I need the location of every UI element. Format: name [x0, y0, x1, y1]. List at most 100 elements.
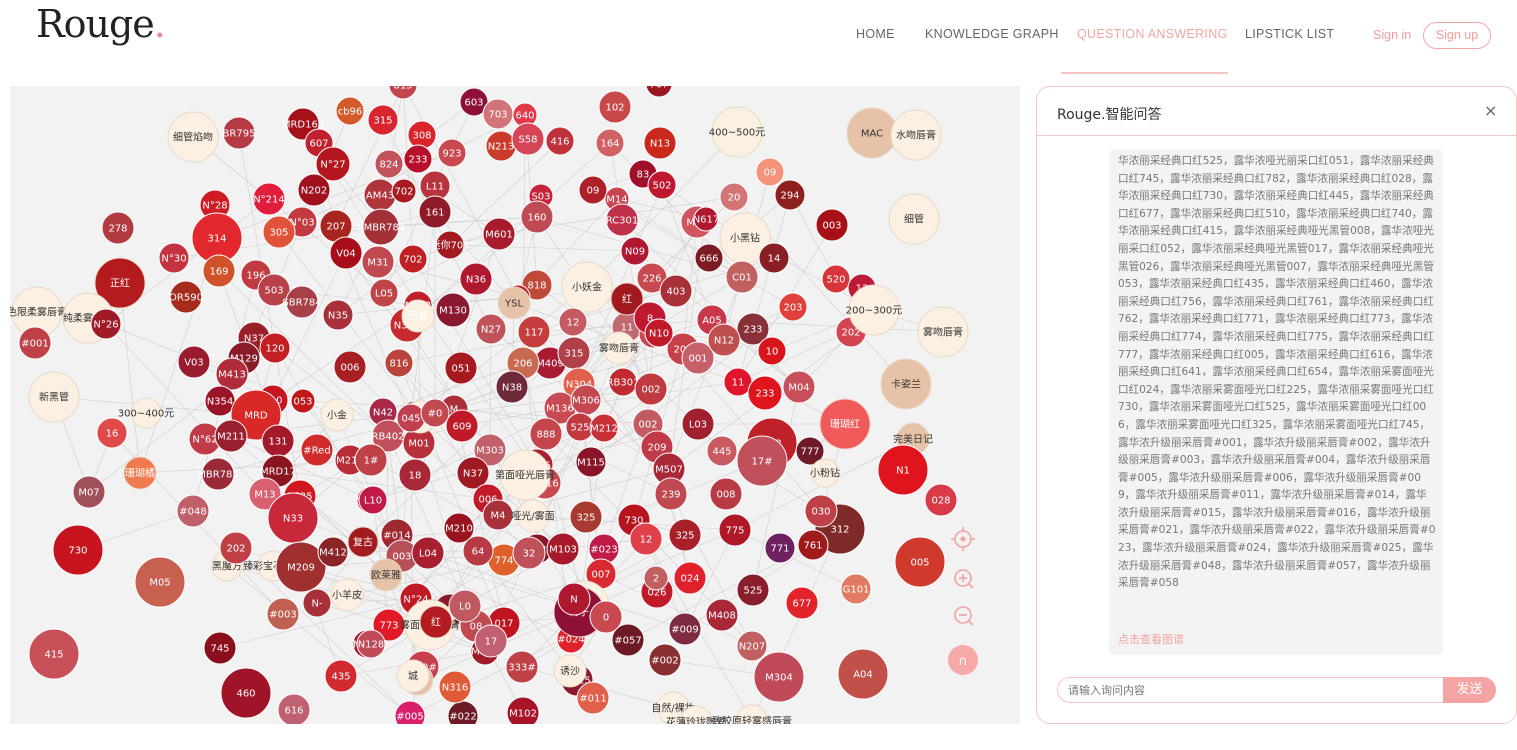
- graph-node-circle[interactable]: [462, 535, 494, 567]
- graph-node-color[interactable]: 278: [101, 211, 135, 245]
- graph-node-circle[interactable]: [220, 667, 272, 719]
- graph-node-color[interactable]: L0: [448, 589, 482, 623]
- expand-icon[interactable]: ∩: [948, 645, 978, 675]
- graph-node-color[interactable]: N35: [322, 299, 354, 331]
- graph-node-color[interactable]: L05: [369, 278, 399, 308]
- graph-node-circle[interactable]: [322, 299, 354, 331]
- graph-node-circle[interactable]: [418, 195, 452, 229]
- graph-node-circle[interactable]: [202, 254, 236, 288]
- graph-node-circle[interactable]: [362, 208, 400, 246]
- graph-node-circle[interactable]: [403, 144, 433, 174]
- graph-node-circle[interactable]: [448, 589, 482, 623]
- graph-node-color[interactable]: 002: [634, 372, 668, 406]
- graph-node-circle[interactable]: [277, 693, 311, 724]
- graph-node-color[interactable]: 17: [474, 624, 508, 658]
- graph-node-circle[interactable]: [297, 173, 331, 207]
- graph-node-circle[interactable]: [401, 299, 435, 333]
- graph-node-color[interactable]: 702: [391, 178, 417, 204]
- graph-node-circle[interactable]: [123, 456, 157, 490]
- graph-node-tone[interactable]: 复古: [347, 526, 379, 558]
- graph-node-circle[interactable]: [747, 375, 783, 411]
- graph-node-color[interactable]: N13: [643, 126, 677, 160]
- graph-node-circle[interactable]: [506, 696, 540, 724]
- graph-node-color[interactable]: 775: [718, 513, 752, 547]
- graph-node-circle[interactable]: [837, 648, 889, 700]
- graph-node-color[interactable]: M130: [435, 292, 471, 328]
- graph-node-color[interactable]: M4: [482, 499, 514, 531]
- graph-node-color[interactable]: 415: [28, 628, 80, 680]
- graph-node-circle[interactable]: [598, 90, 632, 124]
- graph-node-color[interactable]: N33: [267, 492, 319, 544]
- graph-node-color[interactable]: 1#: [354, 443, 388, 477]
- graph-node-circle[interactable]: [888, 193, 940, 245]
- zoom-out-icon[interactable]: [954, 606, 974, 626]
- graph-node-circle[interactable]: [517, 315, 551, 349]
- graph-node-color[interactable]: RC301: [605, 203, 639, 237]
- graph-node-circle[interactable]: [302, 588, 332, 618]
- graph-node-color[interactable]: N-: [302, 588, 332, 618]
- graph-node-circle[interactable]: [648, 643, 682, 677]
- graph-node-color[interactable]: G101: [840, 573, 872, 605]
- graph-node-circle[interactable]: [459, 87, 489, 117]
- graph-node-circle[interactable]: [718, 513, 752, 547]
- close-icon[interactable]: ×: [1484, 101, 1498, 120]
- graph-node-color[interactable]: 18: [398, 458, 432, 492]
- graph-node-color[interactable]: M115: [575, 446, 607, 478]
- graph-node-color[interactable]: 028: [924, 483, 958, 517]
- graph-node-circle[interactable]: [681, 407, 715, 441]
- graph-node-color[interactable]: 045: [396, 403, 426, 433]
- graph-node-color[interactable]: cb96: [335, 96, 365, 126]
- graph-node-circle[interactable]: [443, 512, 475, 544]
- graph-node-circle[interactable]: [774, 179, 806, 211]
- sign-up-button[interactable]: Sign up: [1423, 22, 1491, 49]
- graph-node-circle[interactable]: [736, 435, 788, 487]
- graph-node-circle[interactable]: [18, 326, 52, 360]
- graph-node-color[interactable]: 703: [482, 98, 514, 130]
- graph-node-circle[interactable]: [736, 312, 770, 346]
- graph-node-circle[interactable]: [447, 700, 479, 724]
- graph-node-color[interactable]: 10: [757, 336, 787, 366]
- graph-node-color[interactable]: 702: [398, 244, 428, 274]
- graph-node-color[interactable]: 2: [643, 565, 669, 591]
- target-icon[interactable]: [951, 527, 975, 551]
- graph-node-color[interactable]: S58: [511, 122, 545, 156]
- graph-node-circle[interactable]: [204, 385, 236, 417]
- graph-node-color[interactable]: 816: [384, 348, 414, 378]
- graph-node-color[interactable]: 008: [709, 477, 743, 511]
- graph-node-color[interactable]: BR795: [222, 116, 256, 150]
- graph-node-circle[interactable]: [815, 208, 849, 242]
- graph-node-color[interactable]: C01: [725, 260, 759, 294]
- graph-node-circle[interactable]: [482, 98, 514, 130]
- graph-node-circle[interactable]: [369, 278, 399, 308]
- graph-node-series[interactable]: 诱沙: [553, 654, 587, 688]
- graph-node-circle[interactable]: [356, 629, 386, 659]
- graph-node-circle[interactable]: [643, 565, 669, 591]
- graph-node-color[interactable]: 161: [418, 195, 452, 229]
- graph-node-circle[interactable]: [201, 457, 235, 491]
- graph-node-tone[interactable]: 红: [419, 605, 453, 639]
- graph-node-color[interactable]: 730: [52, 524, 104, 576]
- graph-node-circle[interactable]: [28, 371, 80, 423]
- graph-node-color[interactable]: N213: [485, 130, 517, 162]
- graph-node-circle[interactable]: [248, 477, 282, 511]
- graph-node-color[interactable]: L04: [411, 536, 445, 570]
- graph-node-circle[interactable]: [758, 242, 790, 274]
- graph-node-texture[interactable]: 哑光/雾面: [511, 499, 555, 533]
- graph-node-circle[interactable]: [668, 612, 702, 646]
- graph-node-color[interactable]: N36: [459, 262, 493, 296]
- graph-node-circle[interactable]: [917, 306, 969, 358]
- graph-node-color[interactable]: M31: [361, 245, 395, 279]
- graph-node-circle[interactable]: [654, 477, 688, 511]
- graph-node-circle[interactable]: [257, 273, 291, 307]
- graph-node-circle[interactable]: [214, 419, 248, 453]
- graph-node-circle[interactable]: [482, 217, 516, 251]
- graph-node-price[interactable]: 400~500元: [709, 106, 766, 158]
- graph-node-color[interactable]: M212: [589, 413, 619, 443]
- send-button[interactable]: 发送: [1443, 677, 1496, 703]
- graph-node-circle[interactable]: [315, 146, 351, 182]
- graph-node-color[interactable]: N38: [495, 370, 529, 404]
- graph-node-color[interactable]: AM43: [363, 178, 397, 212]
- graph-node-circle[interactable]: [557, 336, 591, 370]
- graph-node-color[interactable]: 333#: [505, 650, 539, 684]
- graph-node-color[interactable]: N10: [644, 318, 674, 348]
